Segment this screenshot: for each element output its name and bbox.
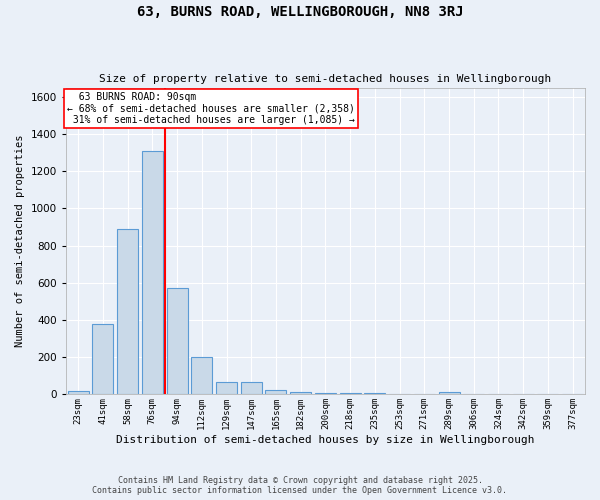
Bar [191,357,212,395]
Bar [290,392,311,394]
Text: 63, BURNS ROAD, WELLINGBOROUGH, NN8 3RJ: 63, BURNS ROAD, WELLINGBOROUGH, NN8 3RJ [137,5,463,19]
Bar [92,324,113,394]
Y-axis label: Number of semi-detached properties: Number of semi-detached properties [15,134,25,347]
Bar [68,390,89,394]
Title: Size of property relative to semi-detached houses in Wellingborough: Size of property relative to semi-detach… [99,74,551,84]
Bar [241,382,262,394]
Bar [167,288,188,395]
X-axis label: Distribution of semi-detached houses by size in Wellingborough: Distribution of semi-detached houses by … [116,435,535,445]
Bar [117,229,138,394]
Bar [439,392,460,394]
Bar [216,382,237,394]
Bar [142,151,163,394]
Text: Contains HM Land Registry data © Crown copyright and database right 2025.
Contai: Contains HM Land Registry data © Crown c… [92,476,508,495]
Text: 63 BURNS ROAD: 90sqm
← 68% of semi-detached houses are smaller (2,358)
 31% of s: 63 BURNS ROAD: 90sqm ← 68% of semi-detac… [67,92,355,126]
Bar [265,390,286,394]
